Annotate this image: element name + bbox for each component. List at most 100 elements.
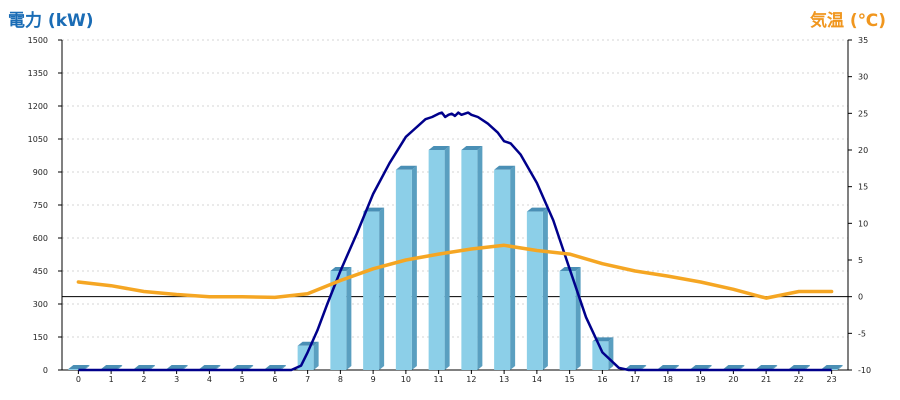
bar — [428, 146, 450, 370]
right-tick-label: 35 — [858, 36, 868, 45]
left-tick-label: 750 — [33, 201, 48, 210]
x-tick-label: 12 — [466, 375, 476, 384]
bar — [461, 146, 483, 370]
left-tick-label: 900 — [33, 168, 48, 177]
bar-side — [346, 267, 352, 370]
x-tick-label: 9 — [371, 375, 376, 384]
bar-top — [428, 146, 450, 150]
bar-top — [788, 365, 810, 369]
bar-top — [756, 365, 778, 369]
x-tick-label: 11 — [434, 375, 444, 384]
x-tick-label: 6 — [272, 375, 277, 384]
bar-top — [723, 365, 745, 369]
bar-top — [199, 365, 221, 369]
x-tick-label: 22 — [794, 375, 804, 384]
x-tick-label: 13 — [499, 375, 509, 384]
bar-side — [411, 165, 417, 370]
right-tick-label: 0 — [858, 293, 863, 302]
right-tick-label: 15 — [858, 183, 868, 192]
right-tick-label: 30 — [858, 73, 868, 82]
bar-front — [395, 169, 412, 370]
bar-front — [592, 341, 609, 370]
left-tick-label: 450 — [33, 267, 48, 276]
x-tick-label: 18 — [663, 375, 673, 384]
bar-top — [526, 207, 548, 212]
x-tick-label: 10 — [401, 375, 411, 384]
left-tick-label: 1050 — [28, 135, 48, 144]
bar-top — [395, 165, 417, 170]
right-tick-label: 5 — [858, 256, 863, 265]
right-tick-label: 25 — [858, 109, 868, 118]
bar-top — [264, 365, 286, 369]
bar-side — [510, 165, 516, 370]
left-tick-label: 0 — [43, 366, 48, 375]
left-tick-label: 600 — [33, 234, 48, 243]
x-tick-label: 5 — [240, 375, 245, 384]
bar-top — [297, 341, 319, 346]
x-tick-label: 20 — [728, 375, 738, 384]
bar-side — [477, 146, 483, 370]
bar-top — [232, 365, 254, 369]
x-tick-label: 1 — [109, 375, 114, 384]
left-tick-label: 150 — [33, 333, 48, 342]
bar-top — [68, 365, 90, 369]
bar-front — [68, 369, 85, 370]
bar-front — [494, 169, 511, 370]
bar-top — [494, 165, 516, 170]
x-tick-label: 3 — [174, 375, 179, 384]
x-tick-label: 23 — [827, 375, 837, 384]
x-tick-label: 21 — [761, 375, 771, 384]
bar-front — [461, 150, 478, 370]
x-tick-label: 7 — [305, 375, 310, 384]
bar — [363, 207, 385, 370]
bar — [494, 165, 516, 370]
right-axis-title: 気温 (℃) — [809, 11, 886, 31]
bar-top — [166, 365, 188, 369]
right-tick-label: 10 — [858, 219, 868, 228]
left-axis-title: 電力 (kW) — [8, 11, 94, 31]
bar-side — [608, 337, 614, 370]
bar-top — [657, 365, 679, 369]
power-curve-line — [78, 111, 832, 372]
x-tick-label: 2 — [141, 375, 146, 384]
bar-front — [526, 211, 543, 370]
x-tick-label: 4 — [207, 375, 212, 384]
bar-side — [313, 341, 319, 370]
bar-top — [821, 365, 843, 369]
bar-top — [625, 365, 647, 369]
bar-front — [363, 211, 380, 370]
bar-front — [428, 150, 445, 370]
bar-top — [690, 365, 712, 369]
x-tick-label: 0 — [76, 375, 81, 384]
bar-side — [837, 365, 843, 370]
x-tick-label: 16 — [597, 375, 607, 384]
bar — [559, 267, 581, 370]
bar-side — [575, 267, 581, 370]
bar-side — [444, 146, 450, 370]
bar-top — [461, 146, 483, 150]
x-tick-label: 19 — [696, 375, 706, 384]
x-tick-label: 8 — [338, 375, 343, 384]
bar-side — [542, 207, 548, 370]
right-tick-label: -5 — [858, 329, 866, 338]
right-tick-label: -10 — [858, 366, 871, 375]
left-tick-label: 1200 — [28, 102, 48, 111]
bar — [330, 267, 352, 370]
bar — [526, 207, 548, 370]
x-tick-label: 15 — [565, 375, 575, 384]
bar — [395, 165, 417, 370]
bar-side — [379, 207, 385, 370]
bar-top — [133, 365, 155, 369]
x-tick-label: 17 — [630, 375, 640, 384]
x-tick-label: 14 — [532, 375, 542, 384]
bar-front — [330, 271, 347, 370]
left-tick-label: 1500 — [28, 36, 48, 45]
bar-front — [559, 271, 576, 370]
left-tick-label: 300 — [33, 300, 48, 309]
left-tick-label: 1350 — [28, 69, 48, 78]
bar-top — [101, 365, 123, 369]
right-tick-label: 20 — [858, 146, 868, 155]
temperature-line — [76, 243, 834, 300]
